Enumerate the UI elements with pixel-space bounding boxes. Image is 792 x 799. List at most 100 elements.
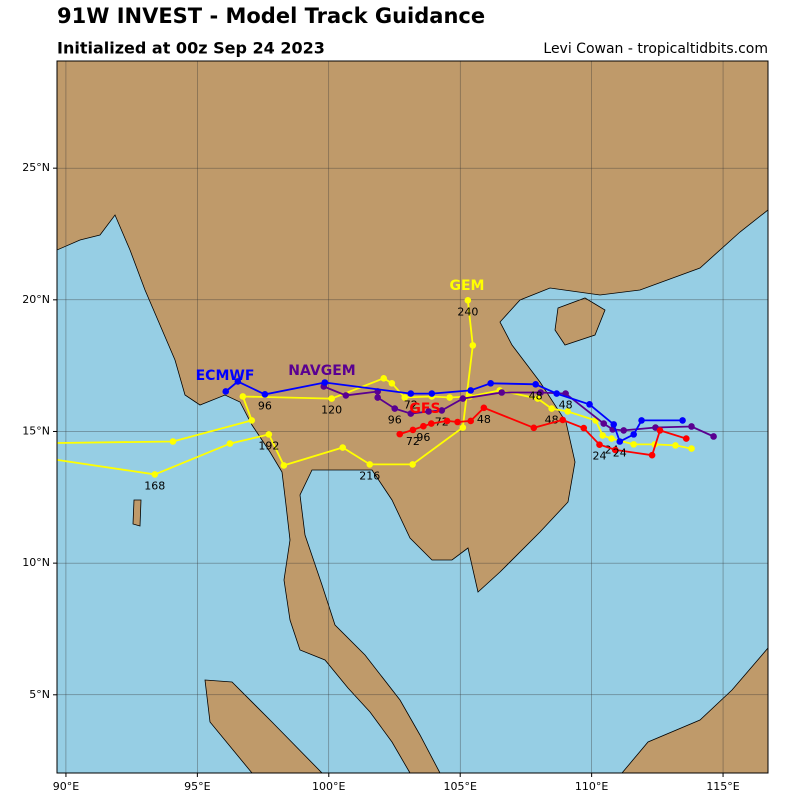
- track-point: [151, 471, 159, 478]
- track-point: [608, 435, 615, 442]
- ticks: 90°E 95°E 100°E 105°E 110°E 115°E 5°N 10°N 15°N 2…: [22, 161, 740, 793]
- labels: GEM NAVGEM GFS ECMWF: [196, 278, 485, 417]
- hour-label: 168: [144, 479, 165, 492]
- model-name: NAVGEM: [288, 363, 355, 379]
- track-point: [469, 342, 477, 349]
- track-point: [530, 424, 538, 432]
- track-point: [600, 420, 608, 427]
- track-point: [688, 445, 695, 452]
- hour-label: 48: [529, 389, 543, 402]
- track-point: [648, 451, 656, 459]
- track-point: [31, 453, 38, 460]
- track-point: [321, 379, 329, 386]
- track-point: [464, 297, 472, 304]
- hour-label: 96: [388, 414, 402, 427]
- track-point: [487, 379, 494, 387]
- track-point: [559, 416, 567, 424]
- track-point: [459, 424, 467, 431]
- hour-label: 192: [258, 439, 279, 452]
- model-name: GEM: [450, 278, 485, 294]
- track-point: [328, 395, 335, 402]
- track-point: [611, 446, 619, 454]
- credit: Levi Cowan - tropicaltidbits.com: [543, 41, 768, 57]
- hainan: [554, 297, 606, 346]
- hour-label: 96: [258, 399, 272, 412]
- track-point: [265, 431, 273, 438]
- track-point: [374, 394, 381, 401]
- x-tick-label: 95°E: [184, 780, 210, 793]
- track-point: [280, 462, 288, 469]
- track-point: [467, 387, 475, 394]
- hour-label: 120: [321, 404, 342, 417]
- track-point: [425, 408, 432, 415]
- track-point: [532, 381, 539, 388]
- hour-label: 216: [359, 469, 380, 482]
- hour-label: 72: [404, 399, 418, 412]
- x-tick-label: 90°E: [53, 780, 79, 793]
- map-area: 2448120168192216240487296244896722448729…: [31, 61, 768, 773]
- track-point: [169, 438, 177, 445]
- track-point: [248, 417, 256, 424]
- track-point: [380, 374, 388, 382]
- track-point: [682, 435, 690, 442]
- tracks: 2448120168192216240487296244896722448729…: [31, 297, 717, 492]
- track-point: [339, 444, 347, 451]
- x-tick-label: 100°E: [312, 780, 345, 793]
- track-line: [225, 380, 683, 443]
- track-point: [616, 438, 624, 445]
- track-point: [428, 390, 436, 397]
- title: 91W INVEST - Model Track Guidance: [57, 4, 485, 28]
- sumatra: [204, 679, 323, 773]
- track-point: [420, 422, 427, 430]
- hour-label: 72: [406, 435, 420, 448]
- track-point: [366, 461, 374, 468]
- x-tick-label: 105°E: [443, 780, 476, 793]
- track-point: [396, 430, 404, 438]
- hour-label: 48: [477, 413, 491, 426]
- land: [57, 61, 768, 773]
- track-point: [656, 427, 664, 434]
- track-point: [409, 426, 417, 434]
- track-line: [399, 406, 687, 457]
- y-tick-label: 20°N: [22, 293, 50, 306]
- track-point: [537, 389, 544, 396]
- track-point: [407, 410, 415, 417]
- y-tick-label: 5°N: [29, 688, 50, 701]
- andaman: [132, 499, 142, 527]
- track-point: [599, 432, 606, 439]
- track-point: [261, 391, 269, 398]
- track-point: [679, 417, 686, 424]
- y-tick-label: 15°N: [22, 424, 50, 437]
- track-point: [401, 394, 409, 401]
- subtitle: Initialized at 00z Sep 24 2023: [57, 39, 325, 58]
- borneo: [621, 647, 768, 773]
- track-point: [454, 418, 461, 426]
- track-point: [480, 404, 488, 412]
- hour-label: 96: [416, 431, 430, 444]
- hour-label: 48: [559, 399, 573, 412]
- track-point: [630, 441, 637, 448]
- track-point: [564, 408, 572, 415]
- track-point: [342, 392, 350, 399]
- hour-label: 24: [613, 446, 627, 459]
- track-point: [596, 441, 603, 448]
- track-point: [467, 417, 475, 425]
- track-point: [586, 401, 593, 408]
- x-tick-label: 110°E: [575, 780, 608, 793]
- track-point: [443, 417, 451, 425]
- track-point: [438, 407, 446, 414]
- track-point: [688, 423, 695, 430]
- hour-label: 24: [593, 450, 607, 463]
- track-point: [534, 395, 542, 402]
- track-point: [31, 440, 38, 447]
- track-point: [427, 420, 435, 427]
- track-point: [226, 440, 234, 447]
- track-point: [620, 427, 627, 434]
- y-tick-label: 10°N: [22, 556, 50, 569]
- track-point: [409, 461, 416, 468]
- track-point: [710, 433, 717, 440]
- track-point: [407, 390, 415, 397]
- track-point: [391, 405, 399, 412]
- track-point: [239, 393, 247, 400]
